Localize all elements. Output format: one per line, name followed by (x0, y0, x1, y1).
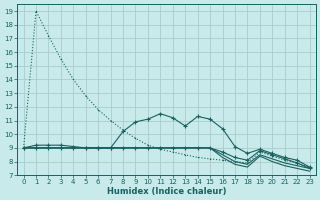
X-axis label: Humidex (Indice chaleur): Humidex (Indice chaleur) (107, 187, 226, 196)
